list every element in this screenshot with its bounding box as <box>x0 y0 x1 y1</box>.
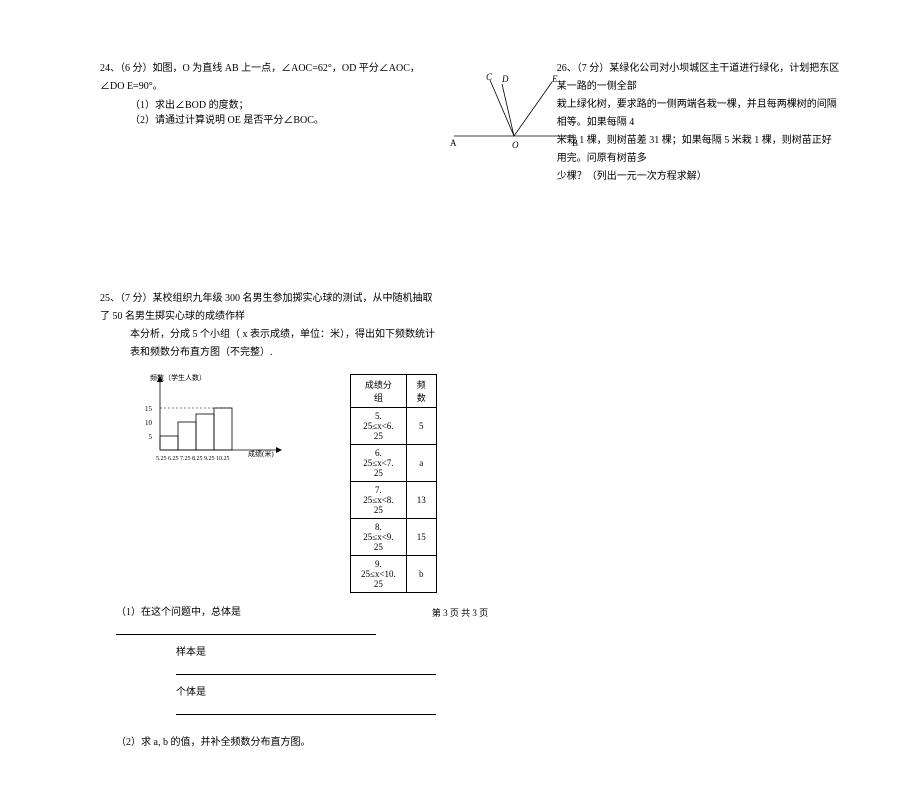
page: 24、（6 分）如图，O 为直线 AB 上一点，∠AOC=62°，OD 平分∠A… <box>0 0 920 811</box>
q26-line4: 少棵？（列出一元一次方程求解） <box>557 168 840 186</box>
cell-freq: 13 <box>406 482 436 519</box>
q25-histogram: 频数（学生人数） 5 10 15 5.25 6.25 7.25 8.2 <box>130 370 290 470</box>
x-arrow <box>276 447 282 453</box>
table-row: 5. 25≤x<6. 255 <box>351 408 437 445</box>
cell-range: 9. 25≤x<10. 25 <box>351 556 407 593</box>
label-a: A <box>450 138 457 148</box>
bar-4 <box>214 408 232 450</box>
q25-body: 频数（学生人数） 5 10 15 5.25 6.25 7.25 8.2 <box>100 370 437 593</box>
table-row: 8. 25≤x<9. 2515 <box>351 519 437 556</box>
ray-oe <box>514 82 552 136</box>
q25-table: 成绩分组 频数 5. 25≤x<6. 255 6. 25≤x<7. 25a 7.… <box>350 374 437 593</box>
q24-header: 24、（6 分）如图，O 为直线 AB 上一点，∠AOC=62°，OD 平分∠A… <box>100 60 420 96</box>
sub1-unit-label: 个体是 <box>176 687 206 698</box>
cell-range: 6. 25≤x<7. 25 <box>351 445 407 482</box>
q25-sub1-sample: 样本是 <box>100 643 437 683</box>
ray-oc <box>490 80 514 136</box>
q24-text: 24、（6 分）如图，O 为直线 AB 上一点，∠AOC=62°，OD 平分∠A… <box>100 60 420 126</box>
ytick-15: 15 <box>145 405 153 413</box>
cell-range: 8. 25≤x<9. 25 <box>351 519 407 556</box>
bar-2 <box>178 422 196 450</box>
col1-header: 成绩分组 <box>351 375 407 408</box>
q25-header2: 本分析，分成 5 个小组（ x 表示成绩，单位：米），得出如下频数统计表和频数分… <box>100 326 437 362</box>
page-footer: 第 3 页 共 3 页 <box>0 606 920 619</box>
cell-freq: b <box>406 556 436 593</box>
q25-sub2: （2）求 a, b 的值，并补全频数分布直方图。 <box>100 733 437 753</box>
cell-freq: a <box>406 445 436 482</box>
col2-header: 频数 <box>406 375 436 408</box>
cell-range: 5. 25≤x<6. 25 <box>351 408 407 445</box>
label-c: C <box>486 72 493 82</box>
left-column: 24、（6 分）如图，O 为直线 AB 上一点，∠AOC=62°，OD 平分∠A… <box>100 60 437 781</box>
right-column: 26、（7 分）某绿化公司对小坝城区主干道进行绿化，计划把东区某一路的一侧全部 … <box>557 60 840 781</box>
bar-3 <box>196 414 214 450</box>
q25-sub1-unit: 个体是 <box>100 683 437 723</box>
q25-header: 25、（7 分）某校组织九年级 300 名男生参加掷实心球的测试，从中随机抽取了… <box>100 290 437 326</box>
table-header-row: 成绩分组 频数 <box>351 375 437 408</box>
cell-freq: 15 <box>406 519 436 556</box>
blank-unit <box>176 705 436 715</box>
xticks: 5.25 6.25 7.25 8.25 9.25 10.25 <box>156 456 230 462</box>
q26-line3: 米栽 1 棵，则树苗差 31 棵；如果每隔 5 米栽 1 棵，则树苗正好用完。问… <box>557 132 840 168</box>
question-26: 26、（7 分）某绿化公司对小坝城区主干道进行绿化，计划把东区某一路的一侧全部 … <box>557 60 840 186</box>
q26-line2: 栽上绿化树，要求路的一侧两端各栽一棵，并且每两棵树的间隔相等。如果每隔 4 <box>557 96 840 132</box>
ray-od <box>502 84 514 136</box>
q26-line1: 26、（7 分）某绿化公司对小坝城区主干道进行绿化，计划把东区某一路的一侧全部 <box>557 60 840 96</box>
q25-svg: 频数（学生人数） 5 10 15 5.25 6.25 7.25 8.2 <box>130 370 290 470</box>
question-25: 25、（7 分）某校组织九年级 300 名男生参加掷实心球的测试，从中随机抽取了… <box>100 290 437 753</box>
table-row: 6. 25≤x<7. 25a <box>351 445 437 482</box>
q24-part2: （2）请通过计算说明 OE 是否平分∠BOC。 <box>100 111 420 126</box>
question-24: 24、（6 分）如图，O 为直线 AB 上一点，∠AOC=62°，OD 平分∠A… <box>100 60 437 160</box>
sub1-sample-label: 样本是 <box>176 647 206 658</box>
ytick-10: 10 <box>145 419 153 427</box>
blank-sample <box>176 665 436 675</box>
ytick-5: 5 <box>149 433 153 441</box>
blank-total <box>116 625 376 635</box>
q24-part1: （1）求出∠BOD 的度数； <box>100 96 420 111</box>
label-d: D <box>501 74 509 84</box>
label-o: O <box>512 140 519 150</box>
cell-range: 7. 25≤x<8. 25 <box>351 482 407 519</box>
xlabel: 成绩(米) <box>248 449 274 458</box>
table-row: 9. 25≤x<10. 25b <box>351 556 437 593</box>
table-row: 7. 25≤x<8. 2513 <box>351 482 437 519</box>
bar-1 <box>160 436 178 450</box>
cell-freq: 5 <box>406 408 436 445</box>
